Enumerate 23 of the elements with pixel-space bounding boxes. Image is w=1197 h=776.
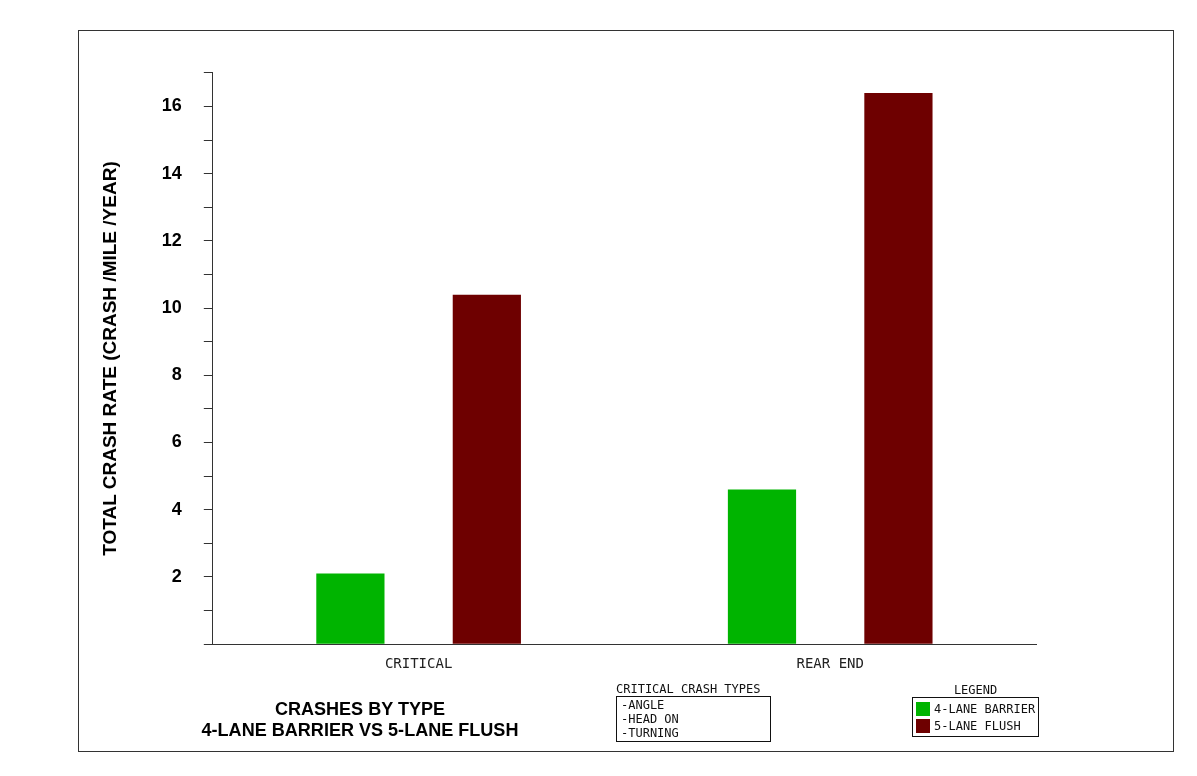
bar xyxy=(316,573,385,644)
text: -HEAD ON xyxy=(621,712,680,726)
x-tick-label: REAR END xyxy=(796,655,864,672)
text: CRITICAL CRASH TYPES xyxy=(616,682,762,696)
legend-label: 4-LANE BARRIER xyxy=(934,701,1036,716)
bar xyxy=(727,489,797,644)
text: CRASHES BY TYPE 4-LANE BARRIER VS 5-LANE FLUSH xyxy=(200,698,520,740)
legend-title: LEGEND xyxy=(952,683,999,697)
y-tick-label: 10 xyxy=(161,297,182,318)
text: -TURNING xyxy=(621,726,680,740)
y-tick-label: 6 xyxy=(171,431,182,452)
legend-label: 5-LANE FLUSH xyxy=(934,718,1021,733)
y-tick-label: 14 xyxy=(161,162,182,183)
y-tick-label: 2 xyxy=(171,565,182,586)
text: -ANGLE xyxy=(621,698,666,712)
y-axis-title: TOTAL CRASH RATE (CRASH /MILE /YEAR) xyxy=(98,161,120,556)
y-tick-label: 4 xyxy=(171,498,182,519)
y-tick-label: 12 xyxy=(161,229,182,250)
bar xyxy=(864,92,933,644)
bar xyxy=(452,294,521,644)
y-tick-label: 8 xyxy=(171,364,182,385)
y-tick-label: 16 xyxy=(161,95,182,116)
x-tick-label: CRITICAL xyxy=(384,655,453,672)
